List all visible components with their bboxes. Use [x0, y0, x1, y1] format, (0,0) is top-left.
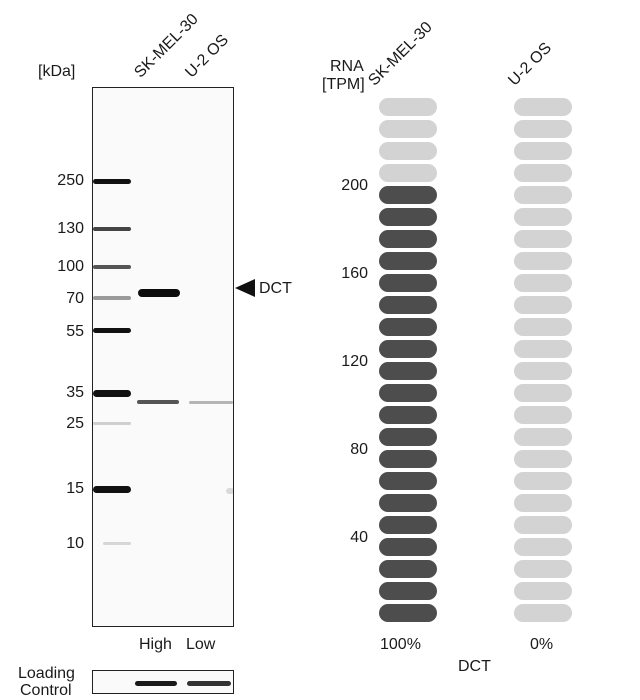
- kda-unit-label: [kDa]: [38, 63, 76, 80]
- loading-control-blot: [92, 670, 234, 694]
- rna-unit-0-11: [379, 340, 437, 358]
- rna-unit-1-12: [514, 362, 572, 380]
- rna-unit-1-23: [514, 604, 572, 622]
- ladder-band-250: [93, 179, 131, 184]
- rna-unit-1-15: [514, 428, 572, 446]
- target-arrow-icon: [235, 279, 255, 297]
- band-35kda-u2os: [189, 401, 233, 404]
- rna-unit-0-1: [379, 120, 437, 138]
- rna-unit-1-18: [514, 494, 572, 512]
- rna-gene-label: DCT: [458, 658, 491, 675]
- rna-unit-1-11: [514, 340, 572, 358]
- y-tick-160: 160: [341, 265, 368, 282]
- rna-value-label-sk-mel-30: 100%: [380, 636, 421, 653]
- rna-unit-0-12: [379, 362, 437, 380]
- rna-unit-1-0: [514, 98, 572, 116]
- western-blot-image: [92, 87, 234, 627]
- rna-unit-0-17: [379, 472, 437, 490]
- rna-unit-1-21: [514, 560, 572, 578]
- rna-unit-1-2: [514, 142, 572, 160]
- marker-label-35: 35: [66, 384, 84, 401]
- rna-unit-1-3: [514, 164, 572, 182]
- ladder-band-35: [93, 390, 131, 397]
- rna-value-label-u2os: 0%: [530, 636, 554, 653]
- y-tick-40: 40: [350, 529, 368, 546]
- ladder-band-25: [93, 422, 131, 425]
- rna-unit-0-6: [379, 230, 437, 248]
- rna-unit-0-7: [379, 252, 437, 270]
- marker-label-55: 55: [66, 323, 84, 340]
- rna-axis-label-line1: RNA: [330, 58, 364, 75]
- ladder-band-10: [103, 542, 131, 545]
- lane-label-u2os: U-2 OS: [182, 31, 233, 82]
- faint-spot-u2os: [226, 488, 233, 494]
- loading-control-label-line1: Loading: [18, 665, 75, 682]
- loading-control-label-line2: Control: [20, 682, 72, 699]
- marker-label-70: 70: [66, 290, 84, 307]
- marker-label-250: 250: [57, 172, 84, 189]
- rna-sample-label-sk-mel-30: SK-MEL-30: [365, 18, 436, 90]
- rna-unit-1-5: [514, 208, 572, 226]
- marker-label-10: 10: [66, 535, 84, 552]
- rna-unit-0-14: [379, 406, 437, 424]
- lane-level-low: Low: [186, 636, 216, 653]
- ladder-band-130: [93, 227, 131, 231]
- rna-unit-0-5: [379, 208, 437, 226]
- marker-label-15: 15: [66, 480, 84, 497]
- band-35kda-sk-mel-30: [137, 400, 179, 404]
- rna-unit-1-13: [514, 384, 572, 402]
- rna-unit-0-13: [379, 384, 437, 402]
- rna-unit-0-18: [379, 494, 437, 512]
- rna-unit-0-3: [379, 164, 437, 182]
- rna-unit-1-19: [514, 516, 572, 534]
- rna-unit-0-4: [379, 186, 437, 204]
- rna-unit-0-22: [379, 582, 437, 600]
- y-tick-80: 80: [350, 441, 368, 458]
- rna-unit-1-14: [514, 406, 572, 424]
- rna-unit-1-20: [514, 538, 572, 556]
- rna-unit-0-2: [379, 142, 437, 160]
- rna-unit-1-8: [514, 274, 572, 292]
- rna-unit-0-19: [379, 516, 437, 534]
- rna-sample-label-u2os: U-2 OS: [505, 39, 556, 90]
- rna-unit-0-8: [379, 274, 437, 292]
- rna-unit-1-17: [514, 472, 572, 490]
- ladder-band-100: [93, 265, 131, 269]
- loading-band-u2os: [187, 681, 231, 686]
- rna-unit-0-15: [379, 428, 437, 446]
- y-tick-120: 120: [341, 353, 368, 370]
- rna-unit-1-6: [514, 230, 572, 248]
- dct-band-sk-mel-30: [138, 289, 180, 297]
- ladder-band-15: [93, 486, 131, 493]
- rna-unit-1-10: [514, 318, 572, 336]
- rna-unit-1-22: [514, 582, 572, 600]
- rna-unit-1-7: [514, 252, 572, 270]
- y-tick-200: 200: [341, 177, 368, 194]
- rna-unit-1-4: [514, 186, 572, 204]
- marker-label-130: 130: [57, 220, 84, 237]
- rna-unit-0-0: [379, 98, 437, 116]
- rna-unit-1-1: [514, 120, 572, 138]
- rna-unit-0-10: [379, 318, 437, 336]
- target-label: DCT: [259, 280, 292, 297]
- rna-unit-0-21: [379, 560, 437, 578]
- marker-label-25: 25: [66, 415, 84, 432]
- rna-unit-1-16: [514, 450, 572, 468]
- ladder-band-55: [93, 328, 131, 333]
- loading-band-sk-mel-30: [135, 681, 177, 686]
- rna-unit-0-16: [379, 450, 437, 468]
- rna-unit-0-23: [379, 604, 437, 622]
- rna-unit-1-9: [514, 296, 572, 314]
- marker-label-100: 100: [57, 258, 84, 275]
- rna-unit-0-20: [379, 538, 437, 556]
- ladder-band-70: [93, 296, 131, 300]
- rna-axis-label-line2: [TPM]: [322, 76, 365, 93]
- lane-level-high: High: [139, 636, 172, 653]
- rna-unit-0-9: [379, 296, 437, 314]
